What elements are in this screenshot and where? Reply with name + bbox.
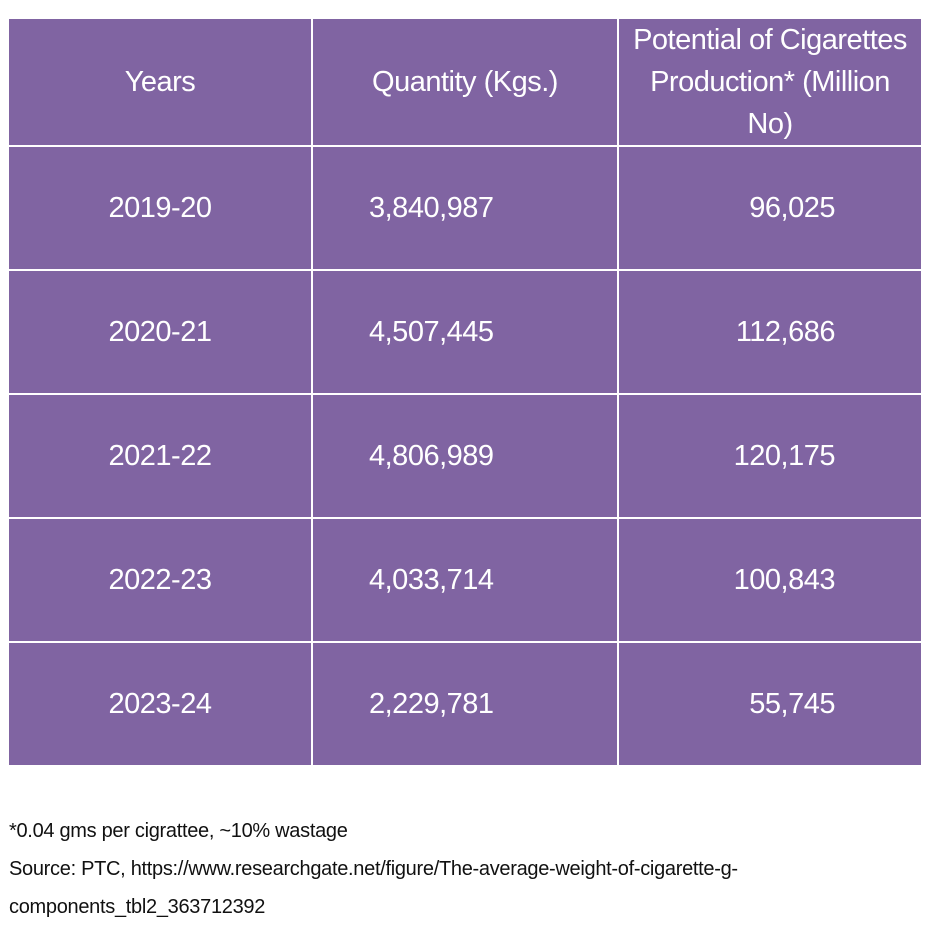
header-cell: Potential of Cigarettes Production* (Mil…: [617, 16, 923, 148]
table-cell: 112,686: [617, 269, 923, 396]
table-cell: 100,843: [617, 517, 923, 644]
header-cell: Years: [7, 16, 313, 148]
table-body: 2019-20 3,840,987 96,025 2020-21 4,507,445 11…: [7, 145, 923, 768]
table-row: 2021-22 4,806,989 120,175: [7, 393, 923, 520]
table-cell: 2019-20: [7, 145, 313, 272]
data-table: Years Quantity (Kgs.) Potential of Cigaret…: [7, 16, 923, 768]
table-cell: 2020-21: [7, 269, 313, 396]
table-row: 2019-20 3,840,987 96,025: [7, 145, 923, 272]
table-cell: 4,033,714: [311, 517, 619, 644]
table-cell: 120,175: [617, 393, 923, 520]
footnote-line: Source: PTC, https://www.researchgate.ne…: [9, 858, 738, 880]
table-cell: 55,745: [617, 641, 923, 768]
table-cell: 2023-24: [7, 641, 313, 768]
header-cell: Quantity (Kgs.): [311, 16, 619, 148]
table-cell: 3,840,987: [311, 145, 619, 272]
table-row: 2022-23 4,033,714 100,843: [7, 517, 923, 644]
table-row: 2023-24 2,229,781 55,745: [7, 641, 923, 768]
table-cell: 4,806,989: [311, 393, 619, 520]
table-cell: 2021-22: [7, 393, 313, 520]
header-row: Years Quantity (Kgs.) Potential of Cigaret…: [7, 16, 923, 148]
table-row: 2020-21 4,507,445 112,686: [7, 269, 923, 396]
table-cell: 4,507,445: [311, 269, 619, 396]
footnote-line: *0.04 gms per cigrattee, ~10% wastage: [9, 820, 348, 842]
footnotes: *0.04 gms per cigrattee, ~10% wastage Sou…: [9, 812, 738, 926]
table-cell: 96,025: [617, 145, 923, 272]
table-cell: 2022-23: [7, 517, 313, 644]
table-cell: 2,229,781: [311, 641, 619, 768]
footnote-line: components_tbl2_363712392: [9, 896, 266, 918]
